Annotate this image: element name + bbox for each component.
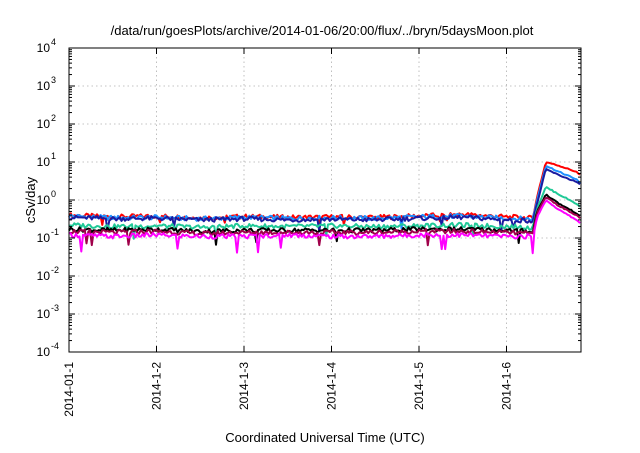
y-tick-label: 10 <box>37 345 51 359</box>
y-tick-exponent: -4 <box>51 341 59 351</box>
x-axis-title: Coordinated Universal Time (UTC) <box>225 430 424 445</box>
y-tick-label: 10 <box>37 155 51 169</box>
y-tick-label: 10 <box>37 193 51 207</box>
y-tick-label: 10 <box>37 41 51 55</box>
series-line <box>68 196 581 247</box>
x-tick-label: 2014-1-3 <box>237 362 251 410</box>
x-tick-label: 2014-01-1 <box>62 362 76 417</box>
y-tick-exponent: -2 <box>51 265 59 275</box>
chart-title: /data/run/goesPlots/archive/2014-01-06/2… <box>111 23 534 38</box>
x-tick-label: 2014-1-6 <box>500 362 514 410</box>
y-tick-label: 10 <box>37 269 51 283</box>
x-tick-label: 2014-1-2 <box>150 362 164 410</box>
y-tick-exponent: 2 <box>51 113 56 123</box>
data-series <box>68 161 581 255</box>
y-tick-exponent: 1 <box>51 151 56 161</box>
x-tick-labels: 2014-01-1 2014-1-2 2014-1-3 2014-1-4 2014-1-… <box>62 362 514 417</box>
x-tick-label: 2014-1-5 <box>412 362 426 410</box>
y-tick-exponent: 4 <box>51 37 56 47</box>
y-tick-exponent: -1 <box>51 227 59 237</box>
y-tick-label: 10 <box>37 307 51 321</box>
y-tick-label: 10 <box>37 231 51 245</box>
series-line <box>68 186 581 240</box>
y-tick-exponent: -3 <box>51 303 59 313</box>
y-axis-title: cSv/day <box>23 176 38 223</box>
y-tick-label: 10 <box>37 79 51 93</box>
y-tick-exponent: 0 <box>51 189 56 199</box>
x-tick-label: 2014-1-4 <box>325 362 339 410</box>
series-line <box>68 168 581 233</box>
grid-lines <box>69 48 581 352</box>
axis-ticks <box>68 47 581 353</box>
series-line <box>68 161 581 226</box>
series-line <box>68 199 581 255</box>
y-tick-label: 10 <box>37 117 51 131</box>
y-tick-exponent: 3 <box>51 75 56 85</box>
